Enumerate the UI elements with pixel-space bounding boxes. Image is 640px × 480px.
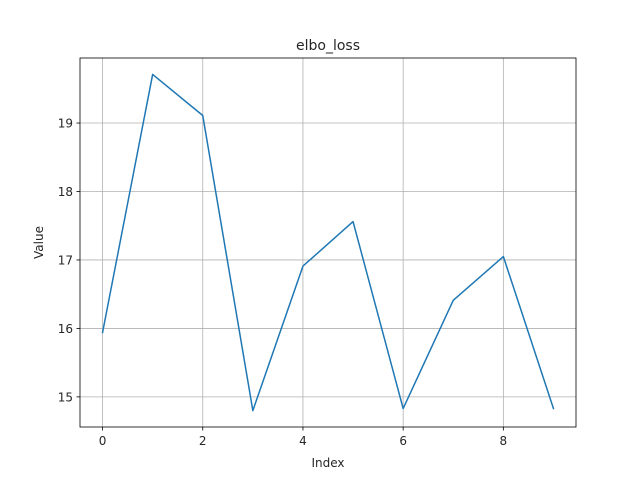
tick-layer: 0 2 4 6 8 15 16 17 18 19 bbox=[58, 117, 507, 448]
x-tick-label: 6 bbox=[399, 434, 407, 448]
x-tick-label: 2 bbox=[199, 434, 207, 448]
y-tick-label: 18 bbox=[58, 185, 73, 199]
y-axis-label: Value bbox=[32, 226, 46, 259]
plot-frame bbox=[79, 57, 577, 428]
y-tick-label: 16 bbox=[58, 322, 73, 336]
grid-lines bbox=[80, 58, 576, 427]
series-line bbox=[101, 73, 555, 412]
x-tick-label: 4 bbox=[299, 434, 307, 448]
y-tick-label: 19 bbox=[58, 117, 73, 131]
x-tick-label: 8 bbox=[500, 434, 508, 448]
y-tick-label: 15 bbox=[58, 390, 73, 404]
series-layer bbox=[101, 73, 555, 412]
y-tick-label: 17 bbox=[58, 253, 73, 267]
x-axis-label: Index bbox=[311, 456, 344, 470]
x-tick-label: 0 bbox=[99, 434, 107, 448]
chart-title: elbo_loss bbox=[296, 38, 360, 54]
